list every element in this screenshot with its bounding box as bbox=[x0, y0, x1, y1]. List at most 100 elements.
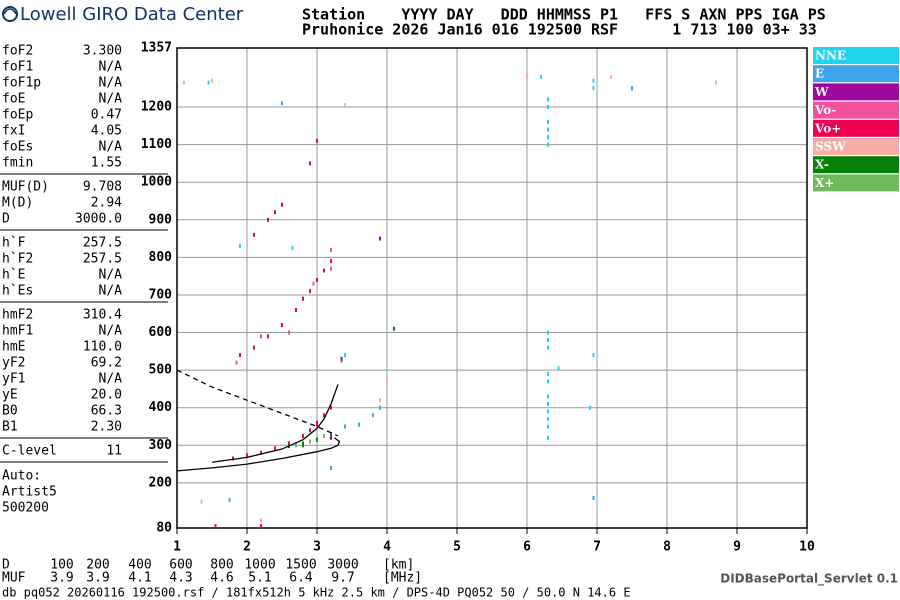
x-tick-label: 2 bbox=[243, 540, 251, 555]
echo-point bbox=[379, 405, 381, 410]
muf-cell: 400 bbox=[128, 558, 151, 573]
echo-point bbox=[379, 236, 381, 241]
param-value: N/A bbox=[99, 60, 123, 75]
muf-cell: D bbox=[2, 558, 10, 573]
echo-point bbox=[235, 360, 238, 365]
echo-point bbox=[232, 456, 234, 461]
echo-point bbox=[547, 142, 549, 147]
muf-cell: MUF bbox=[2, 571, 26, 586]
echo-point bbox=[344, 103, 346, 108]
y-tick-label: 200 bbox=[149, 475, 173, 490]
param-name: fmin bbox=[2, 156, 33, 171]
param-name: hmF2 bbox=[2, 308, 33, 323]
param-value: 69.2 bbox=[91, 356, 122, 371]
echo-point bbox=[295, 443, 297, 448]
param-value: N/A bbox=[99, 268, 123, 283]
param-name: yF1 bbox=[2, 372, 25, 387]
param-value: 110.0 bbox=[83, 340, 122, 355]
echo-point bbox=[211, 78, 213, 83]
echo-point bbox=[379, 398, 381, 403]
echo-point bbox=[288, 330, 290, 335]
muf-cell: 4.6 bbox=[210, 571, 233, 586]
model-curve bbox=[176, 437, 341, 472]
param-name: hmE bbox=[2, 340, 25, 355]
param-value: N/A bbox=[99, 324, 123, 339]
param-value: 2.94 bbox=[91, 196, 122, 211]
echo-point bbox=[547, 338, 549, 343]
param-name: M(D) bbox=[2, 196, 33, 211]
muf-cell: 1000 bbox=[244, 558, 275, 573]
param-name: h`F2 bbox=[2, 252, 33, 267]
echo-point bbox=[281, 101, 283, 106]
muf-cell: 4.1 bbox=[128, 571, 151, 586]
param-name: foF1p bbox=[2, 76, 41, 91]
muf-cell: 9.7 bbox=[331, 571, 354, 586]
y-tick-label: 1000 bbox=[141, 175, 172, 190]
param-name: B0 bbox=[2, 404, 18, 419]
param-value: 66.3 bbox=[91, 404, 122, 419]
echo-point bbox=[316, 138, 318, 143]
echo-point bbox=[228, 497, 231, 502]
legend-label: X+ bbox=[815, 176, 834, 190]
legend-label: Vo- bbox=[814, 103, 836, 117]
x-tick-label: 9 bbox=[733, 540, 741, 555]
y-tick-label: 800 bbox=[149, 250, 173, 265]
param-name: fxI bbox=[2, 124, 25, 139]
echo-point bbox=[309, 439, 311, 444]
x-tick-label: 7 bbox=[593, 540, 601, 555]
y-tick-label: 1200 bbox=[141, 100, 172, 115]
echo-point bbox=[330, 266, 332, 271]
y-tick-label: 400 bbox=[149, 400, 173, 415]
header-line: Station YYYY DAY DDD HHMMSS P1 FFS S AXN… bbox=[302, 6, 826, 24]
echo-point bbox=[316, 437, 318, 442]
echo-point bbox=[323, 413, 325, 418]
echo-point bbox=[547, 127, 549, 132]
servlet-label: DIDBasePortal_Servlet 0.1 bbox=[720, 572, 898, 587]
y-tick-label: 900 bbox=[149, 212, 173, 227]
muf-cell: 6.4 bbox=[289, 571, 313, 586]
header-line: Pruhonice 2026 Jan16 016 192500 RSF 1 71… bbox=[302, 21, 817, 39]
param-value: N/A bbox=[99, 92, 123, 107]
muf-cell: [km] bbox=[383, 558, 414, 573]
plot-area bbox=[177, 48, 807, 528]
plot-frame bbox=[176, 47, 808, 529]
muf-cell: 100 bbox=[50, 558, 73, 573]
param-value: 3000.0 bbox=[75, 212, 122, 227]
param-value: 3.300 bbox=[83, 44, 122, 59]
muf-cell: 600 bbox=[169, 558, 192, 573]
echo-point bbox=[592, 495, 595, 500]
echo-point bbox=[246, 453, 248, 458]
param-name: foEp bbox=[2, 108, 33, 123]
y-tick-label: 300 bbox=[149, 438, 173, 453]
echo-point bbox=[547, 394, 549, 399]
muf-cell: 3.9 bbox=[86, 571, 109, 586]
echo-point bbox=[547, 105, 549, 110]
param-name: B1 bbox=[2, 420, 18, 435]
echo-point bbox=[557, 366, 560, 371]
footer: db pq052 20260116 192500.rsf / 181fx512h… bbox=[2, 586, 631, 600]
echo-point bbox=[267, 334, 269, 339]
echo-point bbox=[386, 379, 388, 384]
param-name: yE bbox=[2, 388, 18, 403]
param-value: 4.05 bbox=[91, 124, 122, 139]
echo-point bbox=[547, 330, 549, 335]
muf-cell: 4.3 bbox=[169, 571, 192, 586]
x-tick-label: 3 bbox=[313, 540, 321, 555]
echo-point bbox=[312, 281, 315, 286]
param-value: 257.5 bbox=[83, 252, 122, 267]
echo-point bbox=[281, 323, 283, 328]
echo-point bbox=[330, 259, 332, 264]
echo-point bbox=[547, 97, 549, 102]
echo-point bbox=[547, 379, 549, 384]
echo-point bbox=[631, 86, 633, 91]
legend-swatch bbox=[813, 47, 899, 64]
echo-point bbox=[183, 80, 185, 85]
echo-point bbox=[540, 74, 542, 79]
legend-label: SSW bbox=[815, 140, 846, 154]
auto-text: Artist5 bbox=[2, 485, 57, 500]
echo-point bbox=[239, 244, 241, 249]
param-name: MUF(D) bbox=[2, 180, 49, 195]
echo-point bbox=[267, 217, 269, 222]
echo-point bbox=[592, 78, 595, 83]
